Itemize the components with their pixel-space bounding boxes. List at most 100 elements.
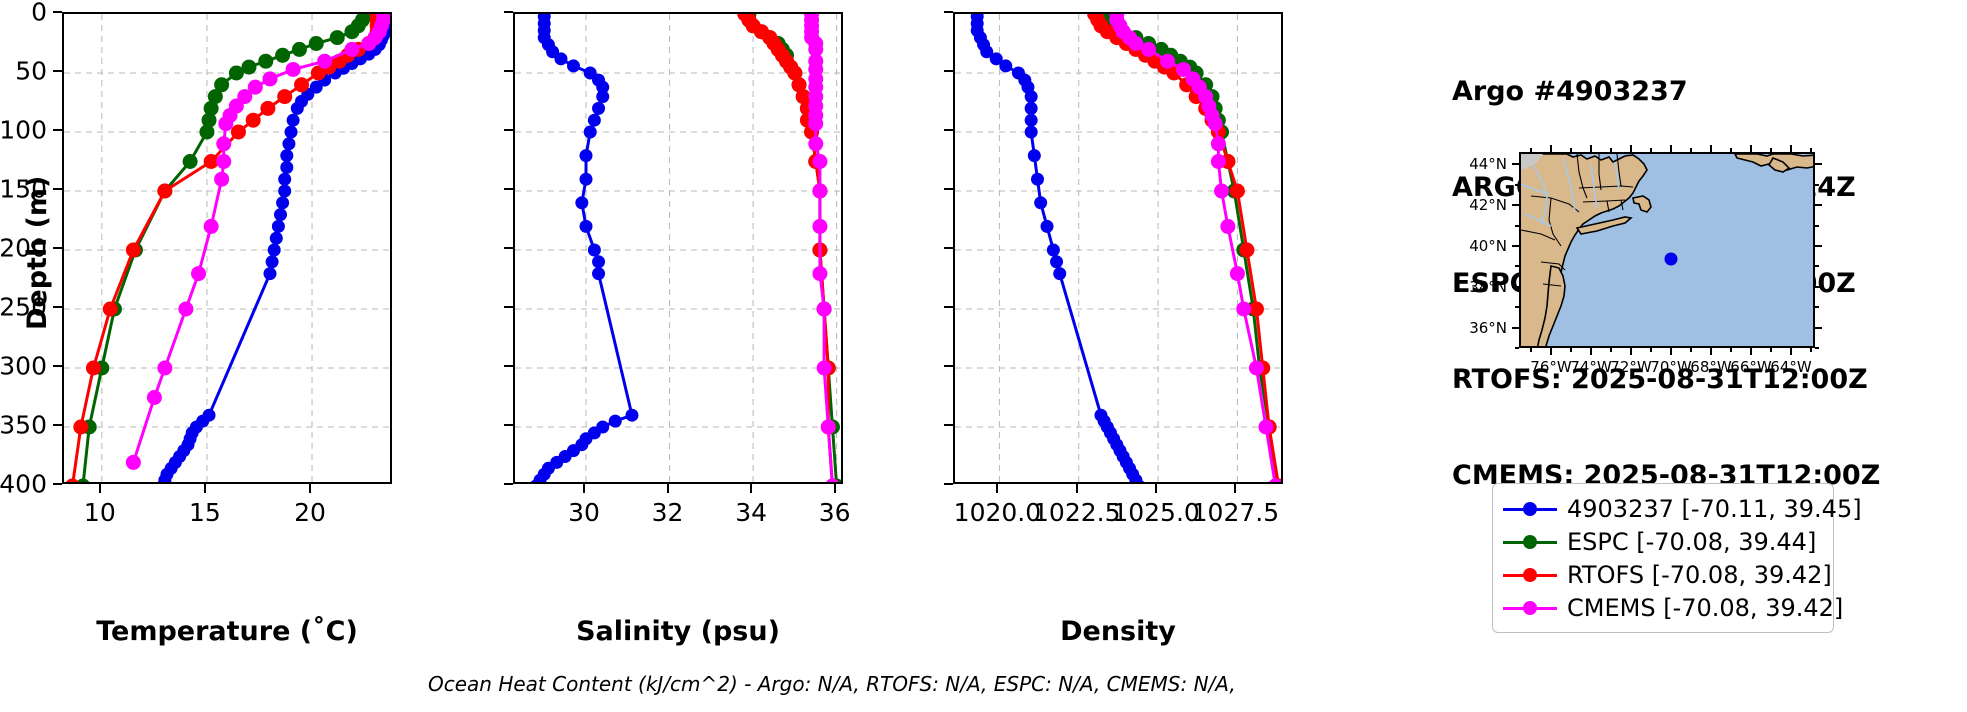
map-lon-minor-tick: [1770, 348, 1772, 352]
map-lat-tick-mark: [1512, 244, 1519, 247]
x-tick-mark: [98, 484, 101, 493]
y-tick-mark: [53, 306, 62, 308]
map-lon-tick-mark: [1670, 348, 1672, 355]
y-tick-mark: [504, 129, 513, 131]
land-mass-northeast-us: [1521, 154, 1648, 346]
x-tick-mark: [1234, 484, 1237, 493]
map-lon-top-tick: [1550, 145, 1552, 152]
y-tick-mark: [53, 483, 62, 485]
x-tick-mark: [1155, 484, 1158, 493]
depth-tick-label: 100: [0, 115, 47, 145]
legend-item[interactable]: 4903237 [-70.11, 39.45]: [1503, 492, 1862, 525]
map-lon-top-tick: [1790, 145, 1792, 152]
x-tick-mark: [750, 484, 753, 493]
salinity-tick-label: 30: [568, 498, 600, 527]
x-tick-mark: [1075, 484, 1078, 493]
map-lon-top-tick: [1530, 148, 1532, 152]
map-gray-corner: [1521, 154, 1543, 170]
map-lat-tick-mark: [1512, 326, 1519, 329]
y-tick-mark: [504, 365, 513, 367]
depth-tick-label: 400: [0, 469, 47, 499]
map-lon-top-tick: [1750, 145, 1752, 152]
depth-ylabel: Depth (m): [22, 175, 53, 330]
y-tick-mark: [53, 424, 62, 426]
map-lon-top-tick: [1650, 148, 1652, 152]
map-lon-tick-label: 76°W: [1530, 358, 1572, 376]
map-lon-top-tick: [1630, 145, 1632, 152]
map-lon-minor-tick: [1570, 348, 1572, 352]
map-lon-top-tick: [1710, 145, 1712, 152]
salinity-plot-area[interactable]: [513, 12, 843, 484]
location-map[interactable]: [1519, 152, 1815, 348]
map-lat-tick-mark: [1512, 163, 1519, 166]
legend-item[interactable]: CMEMS [-70.08, 39.42]: [1503, 591, 1843, 624]
depth-tick-label: 0: [31, 0, 47, 27]
y-tick-mark: [53, 247, 62, 249]
y-tick-mark: [504, 70, 513, 72]
map-lon-tick-mark: [1630, 348, 1632, 355]
map-lat-right-tick: [1815, 244, 1822, 247]
legend-item[interactable]: ESPC [-70.08, 39.44]: [1503, 525, 1819, 558]
map-lon-tick-mark: [1550, 348, 1552, 355]
map-lon-top-tick: [1590, 145, 1592, 152]
legend-line-marker-icon: [1503, 532, 1557, 552]
map-lon-tick-mark: [1750, 348, 1752, 355]
map-lon-minor-tick: [1810, 348, 1812, 352]
map-lon-top-tick: [1770, 148, 1772, 152]
land-mass-canada-tip: [1767, 156, 1791, 173]
y-tick-mark: [504, 306, 513, 308]
y-tick-mark: [944, 365, 953, 367]
map-lon-top-tick: [1690, 148, 1692, 152]
density-tick-label: 1022.5: [1033, 498, 1121, 527]
rivers-lakes: [1521, 157, 1620, 227]
map-lat-right-tick: [1815, 224, 1819, 227]
legend-line-marker-icon: [1503, 565, 1557, 585]
temperature-plot-area[interactable]: [62, 12, 392, 484]
rtofs-timestamp: RTOFS: 2025-08-31T12:00Z: [1452, 364, 1868, 395]
map-lat-tick-label: 44°N: [1469, 155, 1507, 174]
y-tick-mark: [944, 424, 953, 426]
y-tick-mark: [944, 247, 953, 249]
y-tick-mark: [944, 129, 953, 131]
y-tick-mark: [944, 70, 953, 72]
density-series-svg: [955, 14, 1281, 482]
map-lat-minor-tick: [1515, 183, 1519, 186]
depth-tick-label: 300: [0, 351, 47, 381]
map-lon-tick-label: 70°W: [1650, 358, 1692, 376]
series-legend[interactable]: 4903237 [-70.11, 39.45] ESPC [-70.08, 39.…: [1492, 483, 1862, 633]
x-tick-mark: [833, 484, 836, 493]
map-lat-tick-label: 40°N: [1469, 236, 1507, 255]
salinity-tick-label: 32: [651, 498, 684, 527]
argo-id-title: Argo #4903237: [1452, 76, 1688, 107]
y-tick-mark: [53, 129, 62, 131]
map-lat-right-tick: [1815, 183, 1819, 186]
y-tick-mark: [944, 11, 953, 13]
depth-tick-label: 50: [15, 56, 47, 86]
salinity-tick-label: 34: [735, 498, 767, 527]
map-lat-tick-label: 38°N: [1469, 277, 1507, 296]
map-lon-top-tick: [1670, 145, 1672, 152]
land-mass-long-island: [1575, 216, 1633, 235]
density-plot-area[interactable]: [953, 12, 1283, 484]
temperature-tick-label: 20: [294, 498, 326, 527]
map-lon-top-tick: [1610, 148, 1612, 152]
map-lon-top-tick: [1730, 148, 1732, 152]
depth-tick-label: 150: [0, 174, 47, 204]
map-lat-right-tick: [1815, 285, 1822, 288]
depth-tick-label: 200: [0, 233, 47, 263]
land-mass-cape-cod: [1632, 195, 1652, 213]
map-lon-minor-tick: [1530, 348, 1532, 352]
x-tick-mark: [583, 484, 585, 493]
salinity-xlabel: Salinity (psu): [576, 616, 780, 647]
map-lat-minor-tick: [1515, 347, 1519, 349]
legend-item[interactable]: RTOFS [-70.08, 39.42]: [1503, 558, 1832, 591]
map-lat-tick-mark: [1512, 204, 1519, 207]
map-lat-minor-tick: [1515, 224, 1519, 227]
map-lat-tick-label: 42°N: [1469, 196, 1507, 215]
density-tick-label: 1025.0: [1112, 498, 1200, 527]
depth-tick-label: 250: [0, 292, 47, 322]
float-location-marker: [1664, 252, 1678, 266]
map-lat-right-tick: [1815, 326, 1822, 329]
land-polygons: [1521, 154, 1813, 346]
